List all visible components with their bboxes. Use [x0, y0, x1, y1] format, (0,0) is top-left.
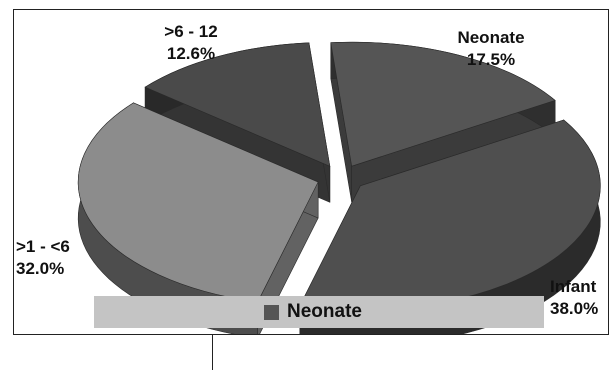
chart-frame: Neonate 17.5% Infant 38.0% >1 - <6 32.0%…: [13, 9, 609, 335]
slice-top: [144, 42, 331, 167]
slice-name: Infant: [550, 277, 597, 296]
legend-label-neonate: Neonate: [287, 301, 362, 322]
slice-label-infant: Infant 38.0%: [550, 276, 598, 320]
legend: Neonate: [94, 296, 544, 328]
slice-percent: 38.0%: [550, 299, 599, 318]
slice-top: [330, 41, 556, 167]
slice-name: >6 - 12: [164, 22, 218, 41]
pie-slice: [299, 119, 601, 334]
slice-label-neonate: Neonate 17.5%: [451, 27, 531, 71]
slice-percent: 12.6%: [166, 44, 216, 63]
slice-name: >1 - <6: [16, 237, 70, 256]
pie-chart: [77, 41, 601, 334]
slice-percent: 32.0%: [16, 259, 65, 278]
slice-label-6-12: >6 - 12 12.6%: [156, 21, 226, 65]
legend-swatch-neonate: [264, 305, 279, 320]
axis-line: [212, 334, 213, 370]
slice-percent: 17.5%: [466, 50, 516, 69]
slice-top: [77, 102, 319, 303]
slice-name: Neonate: [457, 28, 525, 47]
slice-label-1-6: >1 - <6 32.0%: [16, 236, 70, 280]
